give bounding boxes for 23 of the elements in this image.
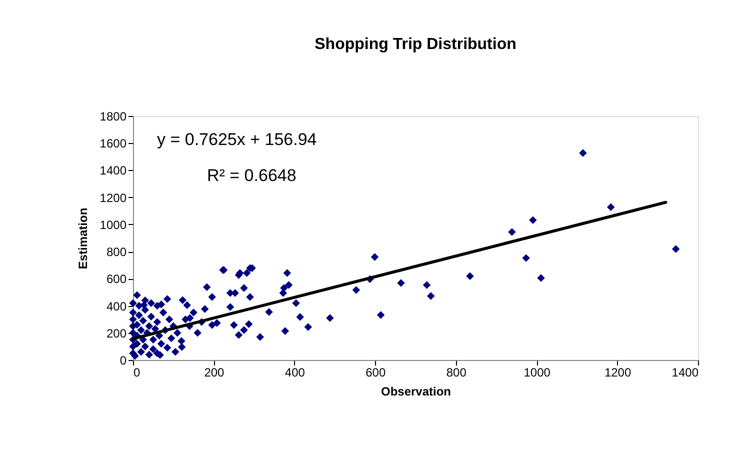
x-tick-label: 200 bbox=[204, 366, 225, 380]
y-tick-label: 1800 bbox=[100, 110, 127, 124]
x-tick-label: 1400 bbox=[672, 366, 699, 380]
y-tick-label: 800 bbox=[106, 245, 127, 260]
y-tick-label: 1000 bbox=[100, 218, 127, 232]
x-axis-title: Observation bbox=[380, 384, 452, 398]
y-tick-label: 1400 bbox=[100, 164, 127, 178]
x-tick-label: 400 bbox=[284, 366, 306, 380]
annotation: R² = 0.6648 bbox=[207, 166, 296, 185]
y-tick-label: 1600 bbox=[100, 136, 127, 151]
x-tick-label: 600 bbox=[366, 366, 386, 380]
x-tick-label: 0 bbox=[134, 366, 140, 380]
y-tick-label: 0 bbox=[120, 354, 127, 368]
x-tick-label: 800 bbox=[446, 366, 467, 380]
y-tick-label: 1200 bbox=[100, 190, 127, 205]
y-tick-label: 400 bbox=[106, 299, 127, 314]
y-tick-label: 600 bbox=[106, 272, 127, 286]
y-tick-label: 200 bbox=[106, 326, 127, 340]
annotation: y = 0.7625x + 156.94 bbox=[157, 130, 317, 149]
x-tick-label: 1200 bbox=[604, 366, 632, 380]
chart-title: Shopping Trip Distribution bbox=[314, 36, 516, 53]
y-axis-title: Estimation bbox=[76, 208, 90, 270]
x-tick-label: 1000 bbox=[524, 366, 551, 380]
